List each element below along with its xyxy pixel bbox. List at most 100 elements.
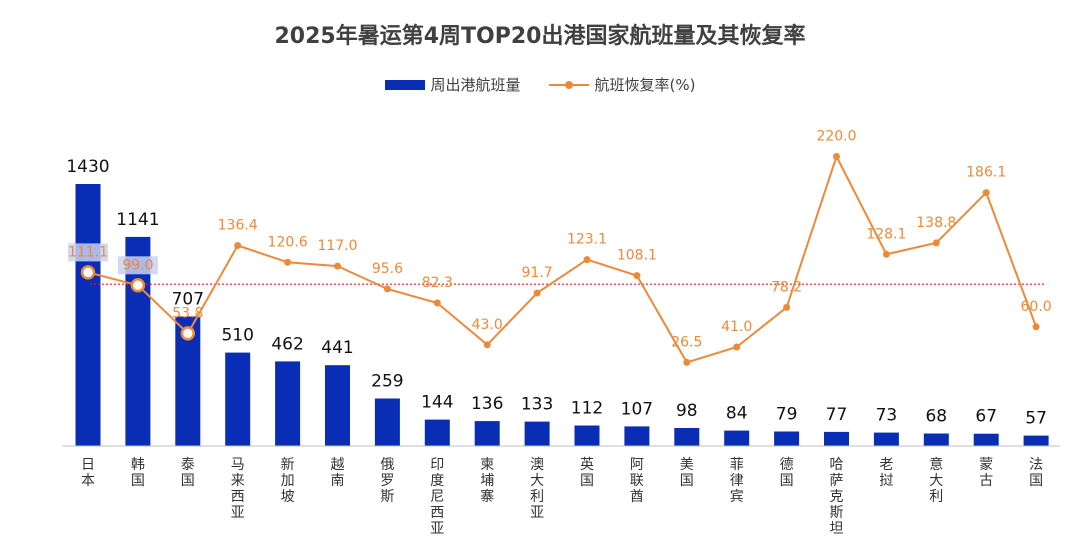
legend-bar-label: 周出港航班量 xyxy=(430,76,521,94)
rate-value-label-俄罗斯: 95.6 xyxy=(372,261,403,277)
bar-value-label-俄罗斯: 259 xyxy=(371,372,403,392)
rate-value-label-韩国: 99.0 xyxy=(122,257,153,273)
bar-value-label-阿联酋: 107 xyxy=(621,399,653,419)
category-label-老挝: 老挝 xyxy=(879,457,893,489)
category-label-泰国: 泰国 xyxy=(181,457,195,489)
rate-marker-阿联酋 xyxy=(633,272,641,280)
bar-柬埔寨 xyxy=(474,421,500,446)
rate-marker-意大利 xyxy=(932,239,940,247)
bar-意大利 xyxy=(923,433,949,446)
rate-value-label-新加坡: 120.6 xyxy=(268,234,308,250)
rate-value-label-澳大利亚: 91.7 xyxy=(522,265,553,281)
bar-俄罗斯 xyxy=(374,398,400,446)
bar-日本 xyxy=(75,184,101,446)
bar-value-label-越南: 441 xyxy=(321,338,353,358)
rate-marker-泰国 xyxy=(180,326,196,341)
rate-value-label-英国: 123.1 xyxy=(567,232,607,248)
bar-value-label-韩国: 1141 xyxy=(116,210,159,230)
category-label-印度尼西亚: 印度尼西亚 xyxy=(430,457,444,537)
bar-新加坡 xyxy=(275,361,301,446)
legend-item-line: 航班恢复率(%) xyxy=(548,74,695,95)
rate-marker-柬埔寨 xyxy=(483,341,491,349)
bar-越南 xyxy=(325,365,350,446)
rate-marker-俄罗斯 xyxy=(383,285,391,293)
bar-labels-group: 1430 1141 707 510 462 441 259 144 136 133 112 107 98… xyxy=(66,157,1047,429)
bar-value-label-蒙古: 67 xyxy=(975,407,997,427)
bar-菲律宾 xyxy=(724,430,750,446)
rate-value-label-德国: 78.2 xyxy=(771,279,802,295)
bar-value-label-美国: 98 xyxy=(676,401,698,421)
rate-line-group xyxy=(80,153,1040,366)
rate-marker-越南 xyxy=(334,262,341,270)
category-label-蒙古: 蒙古 xyxy=(979,457,993,489)
category-label-阿联酋: 阿联酋 xyxy=(630,457,644,505)
rate-value-label-越南: 117.0 xyxy=(317,238,357,254)
category-label-新加坡: 新加坡 xyxy=(281,457,295,505)
bar-value-label-法国: 57 xyxy=(1025,409,1047,429)
bar-value-label-菲律宾: 84 xyxy=(726,404,748,424)
bar-法国 xyxy=(1023,435,1049,446)
rate-marker-法国 xyxy=(1032,323,1040,331)
category-label-韩国: 韩国 xyxy=(131,457,145,489)
category-label-日本: 日本 xyxy=(81,457,95,489)
bar-蒙古 xyxy=(973,433,999,446)
bar-老挝 xyxy=(873,432,899,446)
rate-line xyxy=(87,153,1038,364)
rate-marker-德国 xyxy=(783,303,791,311)
bar-value-label-柬埔寨: 136 xyxy=(471,394,503,414)
bar-value-label-哈萨克斯坦: 77 xyxy=(826,405,848,425)
category-label-哈萨克斯坦: 哈萨克斯坦 xyxy=(830,457,844,537)
bar-value-label-老挝: 73 xyxy=(876,406,898,426)
rate-value-label-日本: 111.1 xyxy=(68,244,108,260)
rate-value-label-蒙古: 186.1 xyxy=(966,165,1006,181)
rate-value-label-印度尼西亚: 82.3 xyxy=(422,275,453,291)
bar-阿联酋 xyxy=(624,426,650,446)
bar-哈萨克斯坦 xyxy=(824,431,849,446)
bar-value-label-日本: 1430 xyxy=(66,157,109,177)
category-label-菲律宾: 菲律宾 xyxy=(730,457,744,505)
rate-labels-group: 111.1 99.0 53.8 136.4 120.6 117.0 95.6 82.3 43.0… xyxy=(68,129,1052,351)
rate-label-bg-韩国 xyxy=(117,256,158,275)
rate-value-label-柬埔寨: 43.0 xyxy=(472,317,503,333)
rate-marker-韩国 xyxy=(130,278,146,293)
category-label-意大利: 意大利 xyxy=(929,456,943,505)
rate-marker-新加坡 xyxy=(284,258,292,266)
category-label-柬埔寨: 柬埔寨 xyxy=(480,457,494,505)
bar-美国 xyxy=(674,428,700,446)
rate-value-label-意大利: 138.8 xyxy=(916,215,956,231)
rate-marker-日本 xyxy=(80,265,96,280)
bar-澳大利亚 xyxy=(524,421,550,446)
rate-value-label-哈萨克斯坦: 220.0 xyxy=(816,129,856,145)
rate-value-label-马来西亚: 136.4 xyxy=(218,218,258,234)
legend-bar-swatch xyxy=(384,79,425,90)
category-label-法国: 法国 xyxy=(1029,457,1043,489)
legend-item-bar: 周出港航班量 xyxy=(384,74,521,95)
rate-value-label-美国: 26.5 xyxy=(671,334,702,350)
category-label-美国: 美国 xyxy=(680,457,694,489)
rate-marker-印度尼西亚 xyxy=(433,299,441,307)
rate-marker-澳大利亚 xyxy=(533,289,541,297)
bar-value-label-马来西亚: 510 xyxy=(221,326,253,346)
bar-value-label-印度尼西亚: 144 xyxy=(421,393,453,413)
category-label-德国: 德国 xyxy=(780,457,794,489)
bar-英国 xyxy=(574,425,600,446)
rate-marker-哈萨克斯坦 xyxy=(833,153,840,160)
rate-marker-老挝 xyxy=(882,250,890,258)
rate-marker-菲律宾 xyxy=(733,343,741,351)
category-label-俄罗斯: 俄罗斯 xyxy=(380,457,394,505)
bar-印度尼西亚 xyxy=(424,419,450,446)
bar-value-label-意大利: 68 xyxy=(925,407,947,427)
bar-value-label-英国: 112 xyxy=(571,399,603,419)
category-label-越南: 越南 xyxy=(331,457,345,489)
rate-marker-美国 xyxy=(683,358,691,366)
bar-value-label-德国: 79 xyxy=(776,405,798,425)
category-label-澳大利亚: 澳大利亚 xyxy=(530,457,544,521)
rate-value-label-阿联酋: 108.1 xyxy=(617,248,657,264)
category-labels-group: 日本 韩国 泰国 马来西亚 新加坡 越南 俄罗斯 印度尼西亚 柬埔寨 澳大利亚 英国 阿联酋 美国 菲律宾… xyxy=(81,456,1043,537)
chart-title: 2025年暑运第4周TOP20出港国家航班量及其恢复率 xyxy=(274,24,806,49)
rate-value-label-法国: 60.0 xyxy=(1021,299,1052,315)
bar-德国 xyxy=(774,431,800,446)
category-label-马来西亚: 马来西亚 xyxy=(231,457,245,521)
